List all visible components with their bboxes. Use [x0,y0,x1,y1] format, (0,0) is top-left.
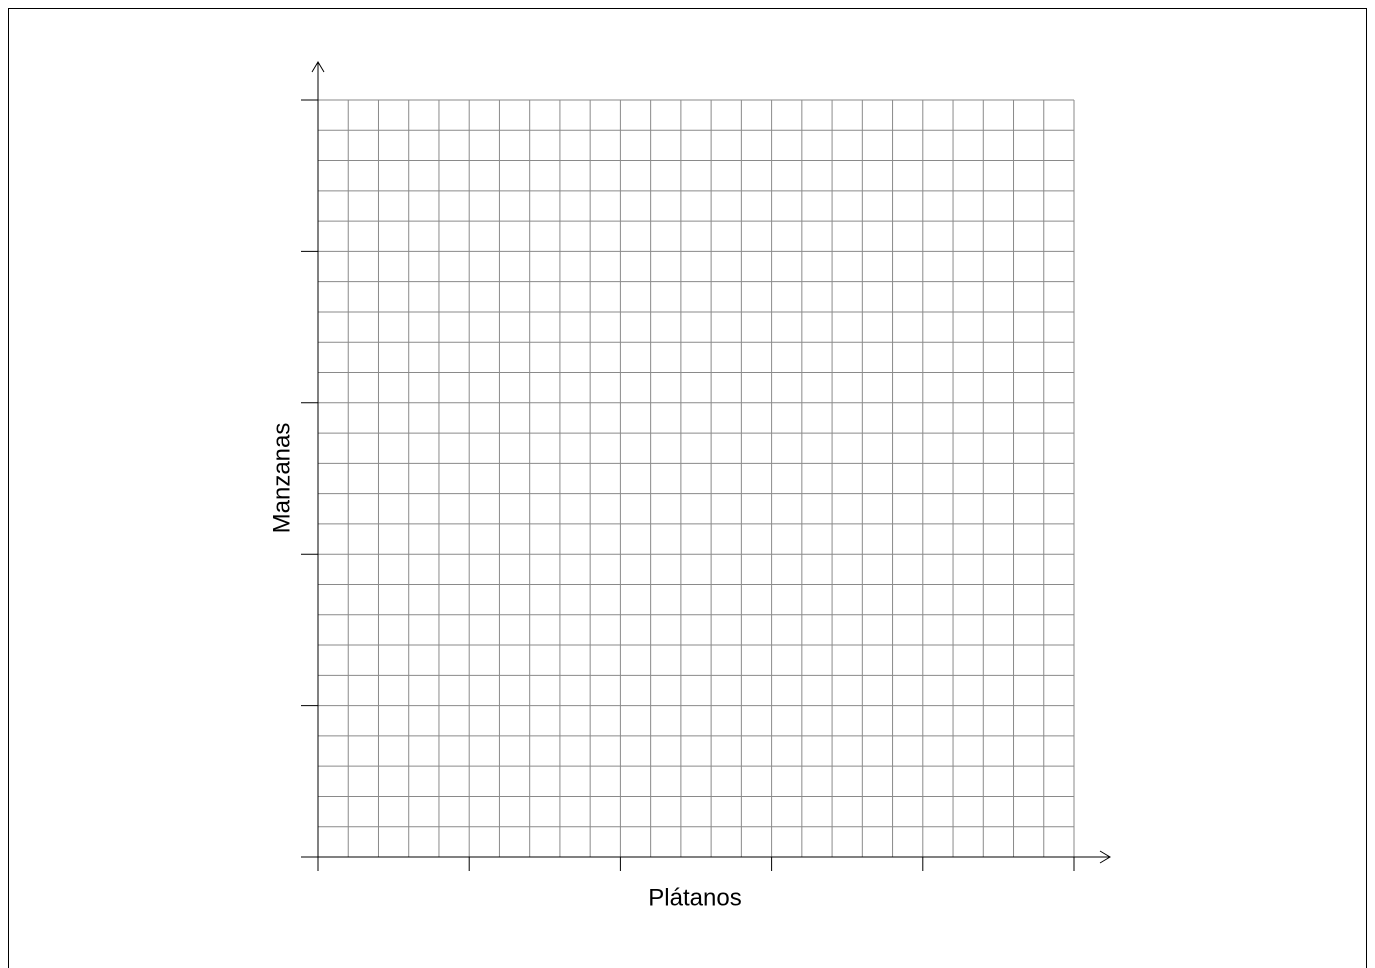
x-axis-label: Plátanos [648,884,741,911]
y-axis-label: Manzanas [268,423,295,534]
y-arrow [311,61,325,73]
x-arrow [1099,850,1111,864]
frame [8,8,1367,968]
axes [301,61,1111,871]
grid [318,99,1075,857]
